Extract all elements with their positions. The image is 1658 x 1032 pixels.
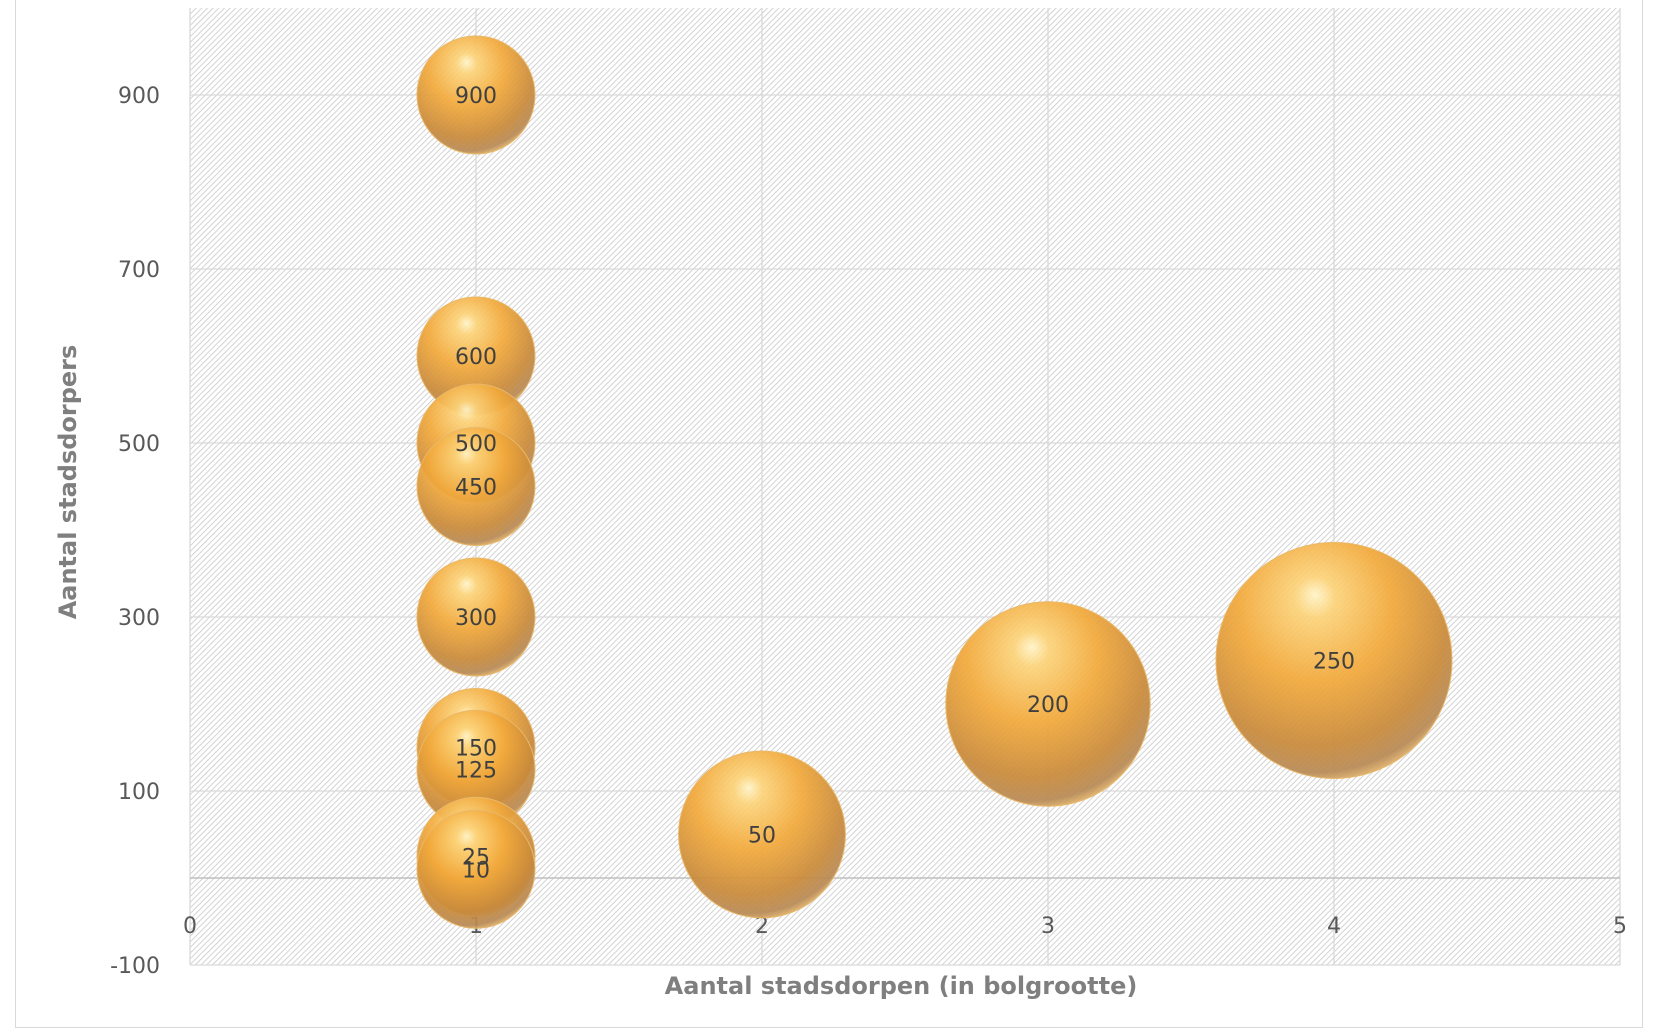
x-tick-label: 2 xyxy=(755,914,769,939)
x-tick-label: 5 xyxy=(1613,914,1627,939)
bubble-data-label: 600 xyxy=(455,345,497,370)
bubble-data-label: 450 xyxy=(455,476,497,501)
bubble-point xyxy=(416,427,536,546)
bubble-data-label: 10 xyxy=(462,858,490,883)
bubble-data-label: 125 xyxy=(455,758,497,783)
y-tick-label: 100 xyxy=(118,780,160,805)
y-tick-label: 700 xyxy=(118,258,160,283)
y-axis-title: Aantal stadsdorpers xyxy=(54,345,82,620)
bubble-point xyxy=(416,557,536,677)
bubble-point xyxy=(945,601,1151,807)
bubble-data-label: 200 xyxy=(1027,693,1069,718)
bubble-point xyxy=(416,35,536,155)
bubble-data-label: 300 xyxy=(455,606,497,631)
bubble-data-label: 250 xyxy=(1313,650,1355,675)
x-tick-label: 4 xyxy=(1327,914,1341,939)
y-tick-label: 900 xyxy=(118,84,160,109)
bubble-data-label: 500 xyxy=(455,432,497,457)
bubble-series xyxy=(416,35,1453,929)
bubble-point xyxy=(678,750,846,919)
x-axis-title: Aantal stadsdorpen (in bolgrootte) xyxy=(665,972,1138,1000)
x-tick-label: 0 xyxy=(183,914,197,939)
x-tick-label: 3 xyxy=(1041,914,1055,939)
bubble-data-label: 150 xyxy=(455,737,497,762)
bubble-data-label: 25 xyxy=(462,845,490,870)
y-tick-label: 300 xyxy=(118,606,160,631)
bubble-data-label: 900 xyxy=(455,84,497,109)
y-tick-label: 500 xyxy=(118,432,160,457)
bubble-point xyxy=(416,809,536,929)
bubble-data-label: 50 xyxy=(748,824,776,849)
plot-area xyxy=(190,8,1620,965)
y-tick-label: -100 xyxy=(110,954,160,979)
tick-labels: -100100300500700900012345 xyxy=(110,84,1627,979)
bubble-point xyxy=(1215,542,1453,779)
